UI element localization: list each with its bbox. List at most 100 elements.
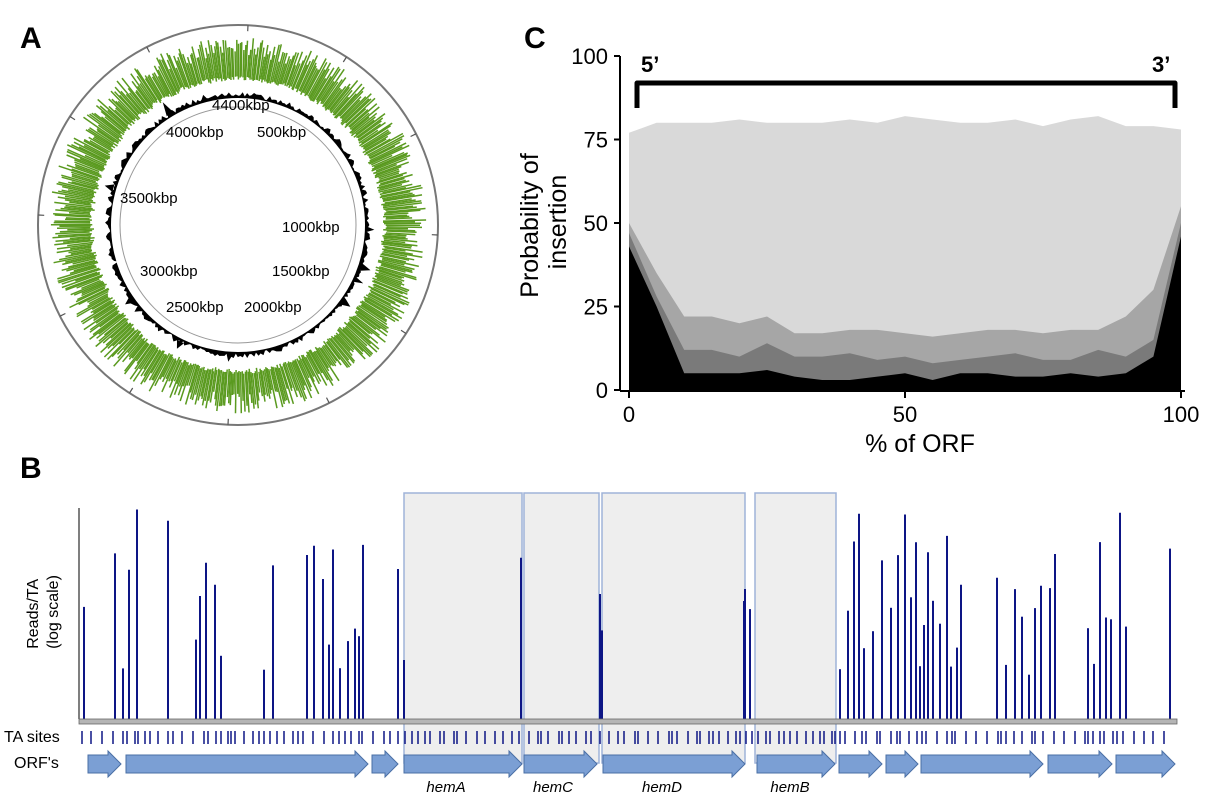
insertion-density-tick (313, 350, 334, 382)
insertion-density-tick (71, 168, 99, 179)
insertion-density-tick (136, 85, 154, 108)
insertion-density-tick (287, 64, 297, 86)
orf-arrow (523, 749, 598, 779)
insertion-density-tick (378, 183, 403, 192)
insertion-density-tick (154, 354, 172, 387)
insertion-density-tick (91, 112, 123, 137)
insertion-density-tick (214, 368, 220, 400)
insertion-density-tick (213, 46, 220, 80)
insertion-density-tick (68, 181, 96, 190)
insertion-density-tick (89, 312, 125, 340)
insertion-density-tick (175, 67, 186, 90)
insertion-density-tick (218, 371, 224, 407)
insertion-density-tick (304, 356, 320, 385)
insertion-density-tick (249, 38, 255, 80)
insertion-density-tick (355, 119, 375, 135)
insertion-density-tick (173, 362, 183, 382)
insertion-density-tick (384, 233, 407, 237)
insertion-density-tick (160, 53, 180, 94)
insertion-density-tick (358, 304, 388, 326)
insertion-density-tick (260, 44, 269, 83)
insertion-density-tick (93, 299, 116, 314)
panel-c-insertion-chart: C 0 25 50 75 100 0 50 100 % of ORF Probability … (516, 22, 1199, 458)
insertion-density-tick (384, 209, 421, 214)
insertion-density-tick (301, 358, 320, 395)
insertion-density-tick (316, 68, 341, 105)
insertion-density-tick (367, 135, 405, 157)
y-tick-label: 25 (584, 295, 608, 320)
insertion-density-tick (383, 239, 406, 244)
insertion-density-tick (177, 364, 190, 396)
insertion-density-tick (223, 369, 228, 406)
y-axis-title-line2: insertion (544, 175, 572, 270)
orf-arrow (371, 749, 399, 779)
ring-label-2000kbp: 2000kbp (244, 299, 302, 316)
insertion-density-tick (316, 66, 340, 103)
insertion-density-tick (373, 279, 408, 295)
insertion-density-tick (186, 56, 197, 87)
insertion-density-tick (54, 201, 92, 208)
insertion-density-tick (73, 281, 105, 296)
insertion-density-tick (190, 53, 201, 85)
insertion-density-tick (188, 363, 197, 386)
insertion-density-tick (276, 52, 288, 86)
insertion-density-tick (378, 259, 415, 271)
insertion-density-tick (87, 294, 109, 308)
insertion-density-tick (73, 264, 95, 272)
insertion-density-tick (276, 364, 288, 401)
insertion-density-tick (63, 238, 91, 244)
insertion-density-tick (345, 325, 368, 347)
insertion-density-tick (348, 316, 371, 335)
insertion-density-tick (161, 358, 175, 383)
insertion-density-tick (284, 361, 299, 398)
orf-arrow (87, 749, 122, 779)
gc-skew-inner-fill (111, 98, 365, 352)
insertion-density-tick (66, 154, 104, 171)
orf-bracket (634, 80, 1178, 108)
insertion-density-tick (73, 137, 111, 158)
insertion-density-tick (344, 326, 374, 355)
insertion-density-tick (363, 296, 403, 320)
orf-arrow (602, 749, 746, 779)
outer-ring-ticks (38, 25, 438, 425)
insertion-density-tick (114, 109, 133, 127)
insertion-density-tick (107, 329, 137, 360)
insertion-density-tick (227, 371, 232, 404)
y-tick-label: 0 (596, 378, 608, 403)
insertion-density-tick (68, 259, 96, 268)
insertion-density-tick (178, 48, 192, 86)
insertion-density-tick (355, 314, 377, 331)
insertion-density-tick (377, 260, 413, 272)
insertion-density-tick (373, 163, 397, 175)
insertion-density-tick (342, 328, 371, 358)
insertion-density-tick (116, 80, 146, 115)
insertion-density-tick (250, 372, 255, 409)
insertion-density-tick (186, 363, 195, 386)
insertion-density-tick (138, 344, 157, 370)
insertion-density-tick (118, 328, 135, 345)
insertion-density-tick (305, 354, 322, 382)
insertion-density-tick (383, 214, 408, 218)
insertion-density-tick (285, 52, 300, 87)
insertion-density-tick (147, 76, 163, 100)
insertion-density-tick (288, 51, 304, 89)
insertion-density-tick (148, 74, 163, 99)
insertion-density-tick (100, 110, 126, 132)
insertion-density-tick (120, 90, 142, 115)
insertion-density-tick (166, 52, 182, 89)
insertion-density-tick (381, 258, 405, 266)
insertion-density-tick (350, 116, 376, 137)
insertion-density-tick (53, 212, 92, 217)
insertion-density-tick (311, 78, 327, 102)
insertion-density-tick (213, 52, 219, 79)
insertion-density-tick (178, 53, 192, 88)
insertion-density-tick (373, 152, 408, 168)
insertion-density-tick (58, 181, 94, 192)
outer-scale-ring (37, 24, 439, 426)
insertion-density-tick (89, 113, 124, 140)
insertion-density-tick (324, 344, 338, 362)
insertion-density-tick (207, 53, 214, 81)
insertion-density-tick (337, 328, 364, 355)
insertion-density-tick (124, 341, 148, 372)
insertion-density-tick (78, 288, 110, 306)
